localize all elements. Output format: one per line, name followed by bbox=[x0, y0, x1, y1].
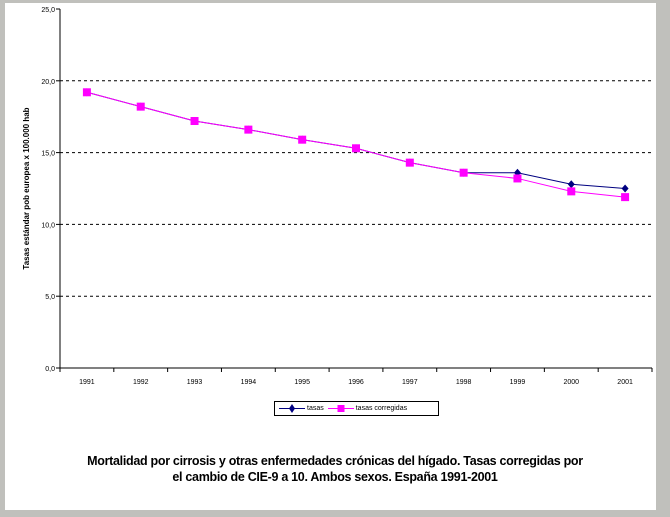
y-tick-label: 10,0 bbox=[41, 222, 55, 229]
data-point-square bbox=[298, 135, 307, 144]
chart-title: Mortalidad por cirrosis y otras enfermed… bbox=[0, 453, 670, 485]
legend-marker-tasas bbox=[279, 404, 305, 413]
legend-label-tasas: tasas bbox=[307, 405, 324, 412]
chart-title-line-2: el cambio de CIE-9 a 10. Ambos sexos. Es… bbox=[172, 470, 498, 484]
x-tick-label: 1993 bbox=[187, 379, 203, 386]
y-tick-label: 25,0 bbox=[41, 7, 55, 14]
series-line bbox=[86, 91, 626, 189]
legend: tasas tasas corregidas bbox=[274, 401, 439, 416]
data-point-square bbox=[82, 88, 91, 97]
data-point-square bbox=[244, 125, 253, 134]
data-point-square bbox=[405, 158, 414, 167]
x-tick-label: 1994 bbox=[241, 379, 257, 386]
legend-marker-tasas-corregidas bbox=[327, 405, 354, 412]
x-tick-label: 1995 bbox=[294, 379, 310, 386]
x-tick-label: 1992 bbox=[133, 379, 149, 386]
data-point-square bbox=[136, 102, 145, 111]
chart-panel bbox=[5, 3, 656, 510]
chart-title-line-1: Mortalidad por cirrosis y otras enfermed… bbox=[87, 454, 583, 468]
x-tick-label: 1998 bbox=[456, 379, 472, 386]
x-tick-label: 1991 bbox=[79, 379, 95, 386]
data-point-square bbox=[352, 144, 360, 153]
x-tick-label: 1997 bbox=[402, 379, 418, 386]
y-tick-label: 0,0 bbox=[45, 366, 55, 373]
data-point-square bbox=[621, 193, 630, 202]
series-tasas-corregidas bbox=[82, 88, 630, 202]
data-point-square bbox=[190, 117, 199, 126]
legend-item-tasas-corregidas: tasas corregidas bbox=[327, 404, 408, 413]
data-point-diamond bbox=[567, 180, 575, 189]
series-tasas bbox=[83, 88, 629, 193]
y-tick-label: 5,0 bbox=[45, 294, 55, 301]
y-tick-label: 15,0 bbox=[41, 151, 55, 158]
y-axis-label: Tasas estándar pob europea x 100.000 hab bbox=[22, 107, 31, 269]
x-tick-label: 1996 bbox=[348, 379, 364, 386]
data-point-diamond bbox=[621, 184, 629, 193]
x-tick-label: 1999 bbox=[510, 379, 526, 386]
x-tick-label: 2001 bbox=[617, 379, 633, 386]
y-tick-label: 20,0 bbox=[41, 79, 55, 86]
legend-label-tasas-corregidas: tasas corregidas bbox=[355, 405, 408, 412]
data-point-square bbox=[513, 174, 522, 183]
data-point-square bbox=[567, 187, 576, 196]
legend-item-tasas: tasas bbox=[279, 404, 324, 413]
data-point-square bbox=[459, 168, 468, 177]
x-tick-label: 2000 bbox=[563, 379, 579, 386]
